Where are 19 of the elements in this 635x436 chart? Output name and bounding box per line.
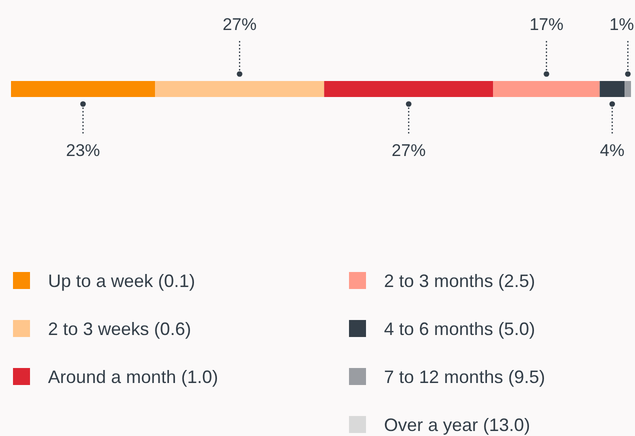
data-label: 4% <box>600 141 624 160</box>
data-label: 23% <box>66 141 100 160</box>
bar <box>493 81 600 97</box>
data-label: 1% <box>609 15 634 34</box>
bar <box>624 81 631 97</box>
legend-label: 2 to 3 months (2.5) <box>384 271 536 291</box>
legend-label: Around a month (1.0) <box>48 367 218 387</box>
data-label: 17% <box>529 15 564 34</box>
legend-label: 7 to 12 months (9.5) <box>384 367 546 387</box>
legend-label: 4 to 6 months (5.0) <box>384 319 536 339</box>
bar <box>155 81 324 97</box>
bar <box>324 81 494 97</box>
data-label: 27% <box>392 141 426 160</box>
legend-label: 2 to 3 weeks (0.6) <box>48 319 192 339</box>
bar <box>11 81 156 97</box>
data-label: 27% <box>222 15 257 34</box>
legend-label: Up to a week (0.1) <box>48 271 196 291</box>
bar <box>600 81 625 97</box>
legend-label: Over a year (13.0) <box>384 415 530 435</box>
